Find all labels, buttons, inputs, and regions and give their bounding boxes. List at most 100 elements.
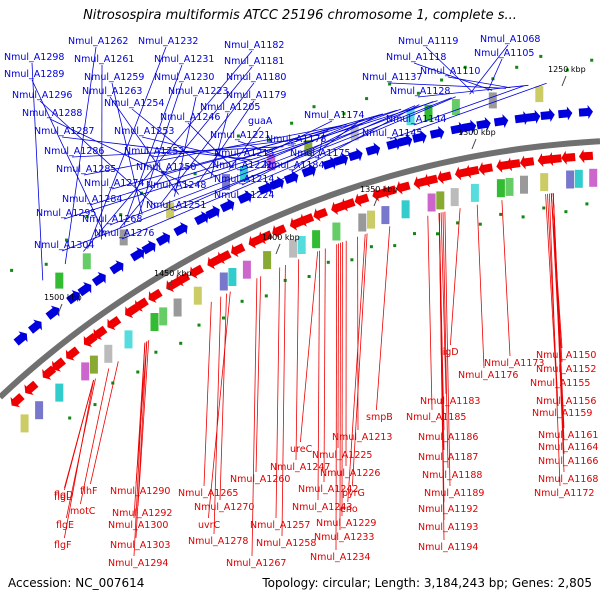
gene-label[interactable]: flgE [56,520,74,531]
gene-label[interactable]: Nmul_A1183 [420,396,480,407]
reverse-gene-arrow-37[interactable] [519,154,535,170]
gene-label[interactable]: flgD [54,490,73,501]
reverse-gene-arrow-41[interactable] [578,149,594,164]
forward-gene-arrow-22[interactable] [365,141,382,158]
forward-gene-arrow-14[interactable] [236,188,255,207]
gene-label[interactable]: Nmul_A1194 [418,542,478,553]
gene-label[interactable]: Nmul_A1182 [224,40,284,51]
forward-gene-arrow-25[interactable] [411,129,428,146]
reverse-gene-arrow-35[interactable] [495,158,511,174]
gene-label[interactable]: Nmul_A1303 [110,540,170,551]
gene-label[interactable]: Nmul_A1176 [458,370,518,381]
forward-gene-arrow-0[interactable] [12,328,32,348]
reverse-gene-arrow-16[interactable] [228,241,247,260]
gene-label[interactable]: Nmul_A1152 [536,364,596,375]
forward-gene-arrow-5[interactable] [90,269,109,288]
gene-label[interactable]: Nmul_A1296 [12,90,72,101]
gene-label[interactable]: Nmul_A1180 [226,72,286,83]
reverse-gene-arrow-30[interactable] [422,172,439,189]
reverse-gene-arrow-7[interactable] [103,314,122,333]
gene-label[interactable]: Nmul_A1265 [178,488,238,499]
gene-label[interactable]: Nmul_A1215 [214,148,274,159]
gene-label[interactable]: Nmul_A1223 [168,86,228,97]
reverse-gene-arrow-31[interactable] [436,169,453,186]
gene-label[interactable]: Nmul_A1224 [214,190,274,201]
gene-label[interactable]: guaA [248,116,273,127]
forward-gene-arrow-10[interactable] [172,220,191,239]
gene-label[interactable]: Nmul_A1254 [104,98,164,109]
reverse-gene-arrow-28[interactable] [394,179,411,196]
forward-gene-arrow-33[interactable] [540,108,555,123]
reverse-gene-arrow-3[interactable] [48,355,68,375]
gene-label[interactable]: Nmul_A1188 [422,470,482,481]
gene-label[interactable]: Nmul_A1173 [484,358,544,369]
forward-gene-arrow-4[interactable] [76,279,96,299]
gene-label[interactable]: Nmul_A1290 [110,486,170,497]
gene-label[interactable]: Nmul_A1229 [316,518,376,529]
gene-label[interactable]: Nmul_A1105 [474,48,534,59]
gene-label[interactable]: Nmul_A1262 [68,36,128,47]
gene-label[interactable]: Nmul_A1258 [256,538,316,549]
reverse-gene-arrow-36[interactable] [505,156,521,172]
gene-label[interactable]: Nmul_A1246 [160,112,220,123]
forward-gene-arrow-35[interactable] [578,105,594,120]
gene-label[interactable]: Nmul_A1214 [214,174,274,185]
gene-label[interactable]: Nmul_A1175 [290,148,350,159]
forward-gene-arrow-18[interactable] [300,162,318,180]
gene-label[interactable]: ureC [290,444,313,455]
forward-gene-arrow-9[interactable] [154,229,173,248]
gene-label[interactable]: Nmul_A1185 [406,412,466,423]
gene-label[interactable]: Nmul_A1232 [138,36,198,47]
reverse-gene-arrow-24[interactable] [339,195,357,213]
forward-gene-arrow-6[interactable] [108,258,127,277]
gene-label[interactable]: Nmul_A1193 [418,522,478,533]
reverse-gene-arrow-0[interactable] [7,391,27,411]
reverse-gene-arrow-19[interactable] [269,222,287,240]
gene-label[interactable]: Nmul_A1242 [298,484,358,495]
gene-label[interactable]: Nmul_A1250 [136,162,196,173]
forward-gene-arrow-32[interactable] [525,109,542,125]
gene-label[interactable]: Nmul_A1150 [536,350,596,361]
gene-label[interactable]: Nmul_A1145 [362,128,422,139]
forward-gene-arrow-31[interactable] [514,111,530,127]
reverse-gene-arrow-39[interactable] [547,151,562,167]
gene-label[interactable]: Nmul_A1155 [530,378,590,389]
forward-gene-arrow-12[interactable] [204,203,223,222]
reverse-gene-arrow-33[interactable] [464,163,480,179]
forward-gene-arrow-7[interactable] [129,245,148,264]
gene-label[interactable]: Nmul_A1263 [82,86,142,97]
reverse-gene-arrow-34[interactable] [477,160,494,176]
gene-label[interactable]: Nmul_A1231 [154,54,214,65]
gene-label[interactable]: Nmul_A1186 [418,432,478,443]
gene-label[interactable]: Nmul_A1300 [108,520,168,531]
reverse-gene-arrow-38[interactable] [537,152,553,168]
reverse-gene-arrow-21[interactable] [297,210,315,228]
gene-label[interactable]: Nmul_A1260 [230,474,290,485]
forward-gene-arrow-21[interactable] [347,146,365,164]
gene-label[interactable]: Nmul_A1289 [4,69,64,80]
gene-label[interactable]: Nmul_A1267 [226,558,286,569]
forward-gene-arrow-8[interactable] [140,238,159,257]
gene-label[interactable]: Nmul_A1159 [532,408,592,419]
gene-label[interactable]: Nmul_A1166 [538,456,598,467]
reverse-gene-arrow-13[interactable] [186,262,205,281]
gene-label[interactable]: Nmul_A1187 [418,452,478,463]
gene-label[interactable]: flhF [80,486,97,497]
gene-label[interactable]: pyrG [342,488,365,499]
forward-gene-arrow-27[interactable] [450,121,466,137]
gene-label[interactable]: Nmul_A1257 [250,520,310,531]
reverse-gene-arrow-27[interactable] [380,183,397,200]
forward-gene-arrow-26[interactable] [429,125,446,142]
gene-label[interactable]: Nmul_A1278 [188,536,248,547]
forward-gene-arrow-3[interactable] [64,287,84,307]
gene-label[interactable]: Nmul_A1233 [314,532,374,543]
gene-label[interactable]: Nmul_A1168 [538,474,598,485]
gene-label[interactable]: Nmul_A1174 [304,110,364,121]
gene-label[interactable]: Nmul_A1292 [112,508,172,519]
forward-gene-arrow-20[interactable] [333,151,351,169]
gene-label[interactable]: motC [70,506,96,517]
reverse-gene-arrow-9[interactable] [131,295,150,314]
reverse-gene-arrow-18[interactable] [256,228,275,247]
gene-label[interactable]: Nmul_A1288 [22,108,82,119]
